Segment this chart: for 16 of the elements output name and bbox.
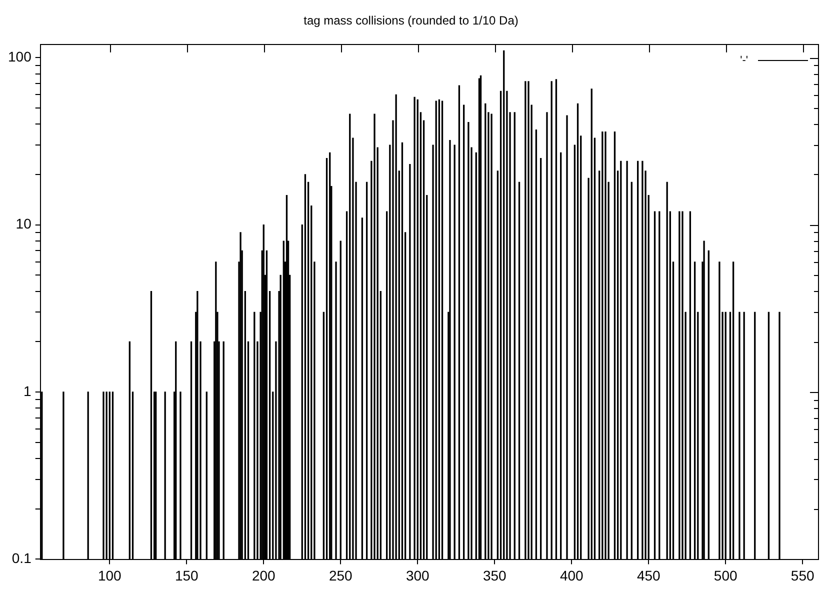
y-tick-label: 10 <box>16 216 32 232</box>
x-tick-label: 100 <box>98 567 122 584</box>
x-tick-label: 450 <box>636 567 661 584</box>
x-tick-label: 350 <box>482 567 507 584</box>
x-tick-label: 200 <box>252 567 276 584</box>
x-tick-label: 300 <box>406 567 430 584</box>
legend-label: '-' <box>740 54 748 66</box>
x-tick-label: 500 <box>714 567 738 584</box>
y-tick-label: 0.1 <box>12 550 32 566</box>
x-tick-label: 400 <box>560 567 584 584</box>
x-tick-label: 150 <box>174 567 199 584</box>
x-tick-label: 550 <box>790 567 814 584</box>
y-tick-label: 100 <box>8 48 32 64</box>
x-tick-label: 250 <box>328 567 353 584</box>
chart-title: tag mass collisions (rounded to 1/10 Da) <box>304 14 518 28</box>
y-tick-label: 1 <box>24 382 32 399</box>
